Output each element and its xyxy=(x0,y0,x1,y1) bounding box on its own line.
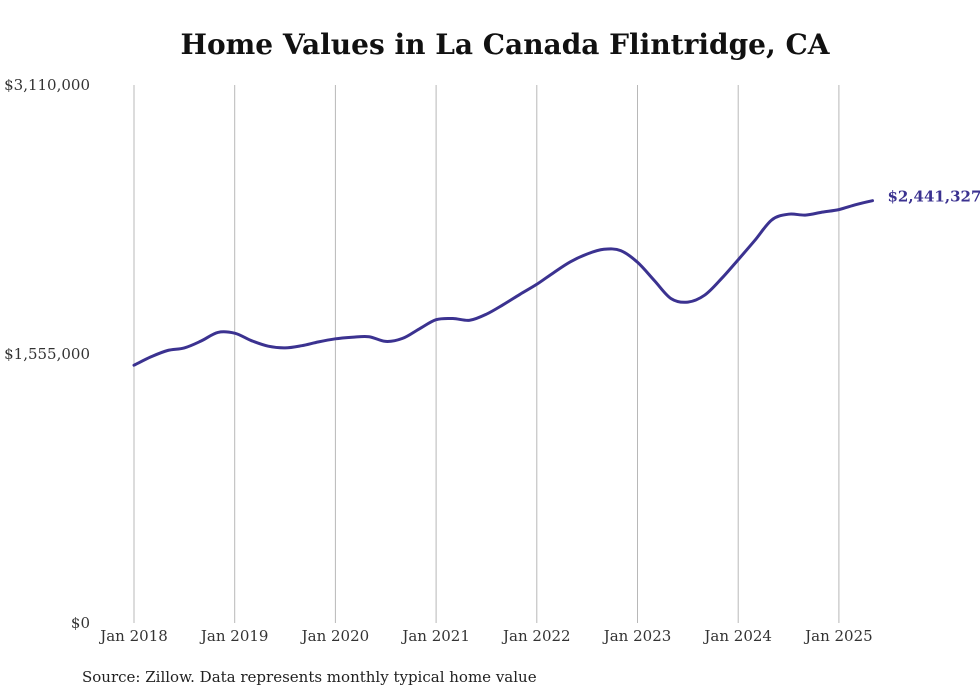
gridlines xyxy=(133,85,840,623)
y-tick-label: $3,110,000 xyxy=(4,76,90,94)
end-label-group: $2,441,327 xyxy=(887,188,980,206)
series-group xyxy=(132,199,874,367)
x-tick-label: Jan 2023 xyxy=(602,627,672,645)
y-tick-label: $1,555,000 xyxy=(4,345,90,363)
y-tick-label: $0 xyxy=(71,614,90,632)
series-line xyxy=(132,199,874,367)
source-note: Source: Zillow. Data represents monthly … xyxy=(82,668,537,686)
x-tick-label: Jan 2022 xyxy=(501,627,571,645)
x-tick-label: Jan 2024 xyxy=(702,627,772,645)
chart-title: Home Values in La Canada Flintridge, CA xyxy=(180,28,830,61)
x-tick-label: Jan 2018 xyxy=(98,627,168,645)
y-axis-ticks: $3,110,000 $1,555,000 $0 xyxy=(4,76,90,632)
x-tick-label: Jan 2021 xyxy=(400,627,470,645)
x-tick-label: Jan 2025 xyxy=(803,627,873,645)
x-tick-label: Jan 2020 xyxy=(300,627,370,645)
x-tick-label: Jan 2019 xyxy=(199,627,269,645)
x-axis-ticks: Jan 2018 Jan 2019 Jan 2020 Jan 2021 Jan 2022… xyxy=(98,627,872,645)
end-value-label: $2,441,327 xyxy=(887,188,980,206)
